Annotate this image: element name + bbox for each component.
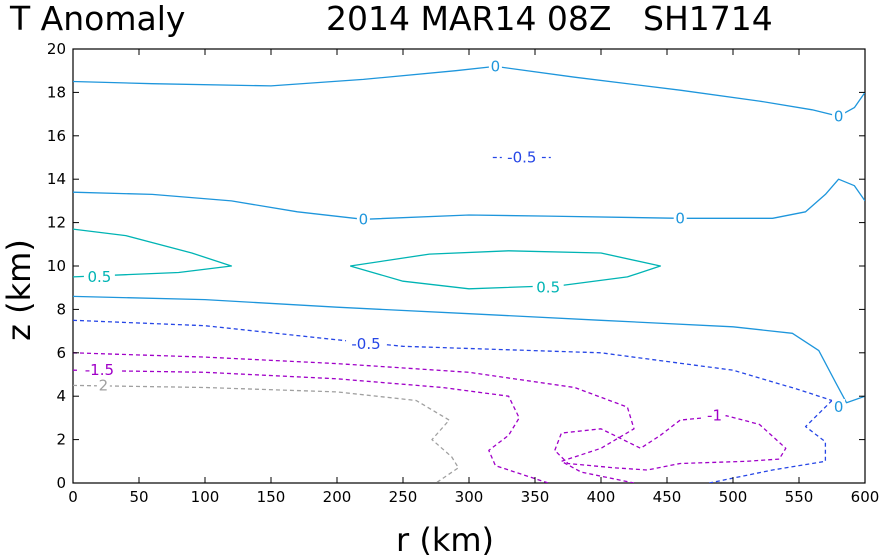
y-tick-label: 2 xyxy=(56,431,66,449)
x-tick-label: 550 xyxy=(785,488,814,506)
contour-label: 0 xyxy=(675,209,685,227)
contour-label-bg xyxy=(703,407,726,424)
contour-labels: 0 0 0 0 0 0.5 0.5 -0.5 -0.5 -1 -1.52 xyxy=(79,57,846,425)
contour-label: 2 xyxy=(99,376,109,394)
contour-label: 0.5 xyxy=(87,268,111,286)
y-axis-label: z (km) xyxy=(0,239,38,341)
contour-label-bg xyxy=(532,279,564,296)
contour-label: 0 xyxy=(834,398,844,416)
contour-line--1 xyxy=(73,352,635,483)
contour-lines xyxy=(73,65,865,483)
chart-title: T Anomaly xyxy=(9,0,185,38)
y-tick-label: 4 xyxy=(56,387,66,405)
plot-area: 0 0 0 0 0 0.5 0.5 -0.5 -0.5 -1 -1.52 xyxy=(72,48,866,484)
x-tick-label: 200 xyxy=(323,488,352,506)
y-tick-label: 10 xyxy=(47,257,66,275)
axis-ticks: 0 50 100 150 200 250 300 350 400 450 500 550 6000246… xyxy=(47,40,879,506)
plot-frame xyxy=(72,48,866,484)
x-tick-label: 300 xyxy=(455,488,484,506)
contour-line-0 xyxy=(73,65,865,117)
contour-line-0_5 xyxy=(350,250,662,290)
contour-label: -1 xyxy=(707,407,722,425)
contour-label-bg xyxy=(832,399,846,416)
x-tick-label: 450 xyxy=(653,488,682,506)
contour-label: 0 xyxy=(359,210,369,228)
contour-label-bg xyxy=(488,58,502,75)
y-tick-label: 16 xyxy=(47,127,66,145)
x-tick-label: 250 xyxy=(389,488,418,506)
contour-label-bg xyxy=(79,362,120,379)
contour-line--1 xyxy=(554,415,787,471)
y-tick-label: 6 xyxy=(56,344,66,362)
contour-label: 0.5 xyxy=(536,279,560,297)
x-tick-label: 400 xyxy=(587,488,616,506)
x-axis-label: r (km) xyxy=(396,521,494,559)
y-tick-label: 0 xyxy=(56,474,66,492)
y-tick-label: 20 xyxy=(47,40,66,58)
x-tick-label: 500 xyxy=(719,488,748,506)
x-tick-label: 100 xyxy=(191,488,220,506)
contour-label: 0 xyxy=(491,57,501,75)
contour-line--2 xyxy=(73,384,460,483)
contour-label: -0.5 xyxy=(351,335,380,353)
x-tick-label: 150 xyxy=(257,488,286,506)
x-tick-label: 350 xyxy=(521,488,550,506)
contour-label: -0.5 xyxy=(507,149,536,167)
contour-line--1_5 xyxy=(73,369,549,483)
contour-label-bg xyxy=(673,210,687,227)
contour-line--0_5 xyxy=(73,319,833,402)
contour-line-0_5 xyxy=(73,228,233,278)
contour-label-bg xyxy=(832,108,846,125)
contour-label-bg xyxy=(501,149,542,166)
y-tick-label: 8 xyxy=(56,300,66,318)
chart-date-storm: 2014 MAR14 08Z SH1714 xyxy=(326,0,773,38)
contour-line-0 xyxy=(73,178,865,220)
contour-line-0 xyxy=(73,295,865,404)
contour-label-bg xyxy=(356,211,370,228)
contour-label: -1.5 xyxy=(85,361,114,379)
contour-label: 0 xyxy=(834,107,844,125)
y-tick-label: 18 xyxy=(47,83,66,101)
y-tick-label: 12 xyxy=(47,214,66,232)
contour-label-bg xyxy=(83,268,115,285)
contour-line--0_5 xyxy=(709,400,833,483)
contour-label-bg xyxy=(346,336,387,353)
x-tick-label: 0 xyxy=(68,488,78,506)
x-tick-label: 600 xyxy=(851,488,879,506)
contour-label-bg xyxy=(96,377,110,394)
x-tick-label: 50 xyxy=(129,488,148,506)
y-tick-label: 14 xyxy=(47,170,66,188)
